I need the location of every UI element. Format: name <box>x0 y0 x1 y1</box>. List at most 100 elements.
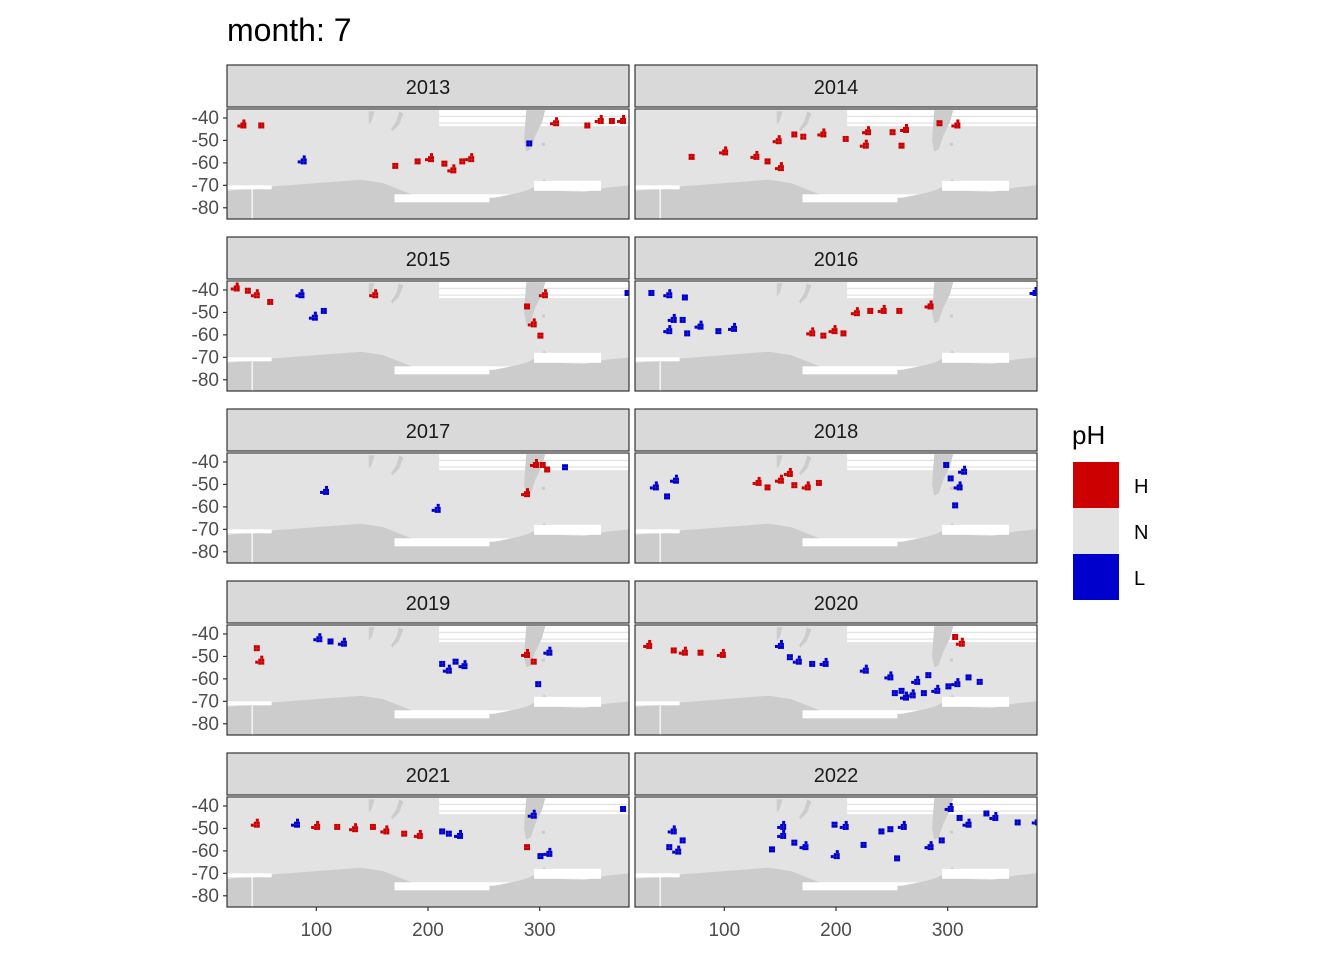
cell-H-pixel <box>716 653 720 657</box>
cell-L-pixel <box>917 681 921 685</box>
cell-L-pixel <box>669 847 673 851</box>
cell-H <box>250 289 260 299</box>
cell-H <box>537 332 544 339</box>
cell-H-pixel <box>256 292 260 296</box>
cell-L-pixel <box>679 319 683 323</box>
cell-L-pixel <box>780 832 784 836</box>
cell-L-pixel <box>436 503 440 507</box>
cell-L-pixel <box>1034 822 1037 826</box>
raster-seam <box>251 701 253 735</box>
cell-L <box>953 481 963 491</box>
cell-H <box>924 300 934 310</box>
cell-H-pixel <box>684 652 688 656</box>
ice-shelf <box>802 538 898 547</box>
facet-strip <box>226 408 630 452</box>
cell-L-pixel <box>928 675 932 679</box>
cell-H-pixel <box>544 469 548 473</box>
cell-L-pixel <box>674 474 678 478</box>
cell-H <box>425 153 434 163</box>
cell-L-pixel <box>890 677 894 681</box>
cell-H-pixel <box>752 481 756 485</box>
cell-H-pixel <box>892 132 896 136</box>
cell-H-pixel <box>540 335 544 339</box>
cell-H-pixel <box>772 140 776 144</box>
cell-H-pixel <box>721 648 725 652</box>
y-tick-label: -50 <box>192 818 219 839</box>
falklands-land <box>541 486 545 490</box>
cell-L <box>894 855 901 862</box>
cell-L-pixel <box>911 680 915 684</box>
raster-seam <box>659 357 661 391</box>
legend-key-L <box>1073 554 1119 600</box>
cell-L-pixel <box>682 837 686 841</box>
cell-H <box>253 645 260 652</box>
cell-H-pixel <box>527 844 531 848</box>
cell-H-pixel <box>392 162 396 166</box>
cell-L-pixel <box>994 811 998 815</box>
cell-L-pixel <box>976 678 980 682</box>
cell-H <box>521 488 531 498</box>
raster-seam <box>659 185 661 219</box>
cell-L-pixel <box>809 660 813 664</box>
cell-L-pixel <box>320 310 324 314</box>
cell-L-pixel <box>460 832 464 836</box>
cell-H <box>527 318 537 328</box>
cell-L <box>526 140 533 147</box>
cell-L-pixel <box>445 833 449 837</box>
cell-H-pixel <box>623 120 627 124</box>
cell-H-pixel <box>237 124 241 128</box>
cell-L-pixel <box>548 646 552 650</box>
cell-H-pixel <box>803 133 807 137</box>
cell-L-pixel <box>684 330 688 334</box>
cell-H-pixel <box>774 167 778 171</box>
cell-H <box>774 162 784 172</box>
x-tick-label: 300 <box>932 920 964 941</box>
cell-H-pixel <box>600 117 604 121</box>
cell-H-pixel <box>818 482 822 486</box>
cell-L-pixel <box>925 675 929 679</box>
falklands-land <box>541 142 545 146</box>
cell-H-pixel <box>541 295 545 299</box>
cell-L-pixel <box>325 485 329 489</box>
cell-L-pixel <box>670 831 674 835</box>
cell-L-pixel <box>1038 819 1041 822</box>
cell-L-pixel <box>459 829 463 833</box>
cell-L-pixel <box>549 652 553 656</box>
cell-H <box>772 135 782 145</box>
facet-strip <box>226 752 630 796</box>
cell-H-pixel <box>556 120 560 124</box>
cell-L-pixel <box>330 641 334 645</box>
cell-L-pixel <box>992 814 996 818</box>
cell-L-pixel <box>956 678 960 682</box>
cell-H-pixel <box>778 138 782 142</box>
cell-L-pixel <box>927 844 931 848</box>
cell-H-pixel <box>369 294 373 298</box>
cell-L-pixel <box>663 330 667 334</box>
y-tick-label: -70 <box>192 347 219 368</box>
cell-L-pixel <box>783 835 787 839</box>
cell-H-pixel <box>896 307 900 311</box>
x-tick-label: 300 <box>524 920 556 941</box>
cell-L-pixel <box>700 326 704 330</box>
cell-H-pixel <box>855 307 859 311</box>
cell-H-pixel <box>929 300 933 304</box>
cell-L-pixel <box>668 325 672 329</box>
cell-H-pixel <box>862 145 866 149</box>
falklands-land <box>949 142 953 146</box>
south-america-land <box>932 282 954 324</box>
cell-L-pixel <box>947 805 951 809</box>
cell-H <box>530 658 537 665</box>
cell-H-pixel <box>823 134 827 138</box>
facet-panel-2016: 2016 <box>634 236 1038 392</box>
cell-L-pixel <box>956 817 960 821</box>
cell-L-pixel <box>297 160 301 164</box>
cell-H <box>806 327 816 337</box>
cell-L-pixel <box>620 808 624 812</box>
cell-H-pixel <box>452 164 456 168</box>
cell-L <box>527 809 537 819</box>
cell-H-pixel <box>815 482 819 486</box>
facet-panel-2019: 2019 -40-50-60-70-80 <box>192 580 630 736</box>
cell-L-pixel <box>655 487 659 491</box>
facet-strip-label: 2021 <box>406 765 451 787</box>
facet-strip <box>226 64 630 108</box>
